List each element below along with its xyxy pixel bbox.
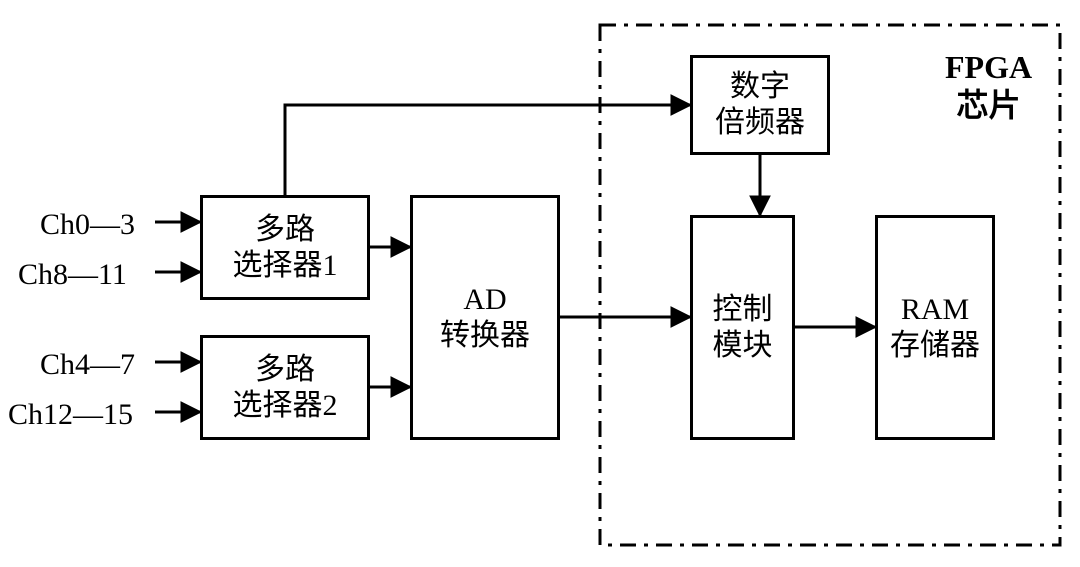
- input-ch12-15-label: Ch12—15: [8, 398, 133, 432]
- digital-multiplier-box: 数字 倍频器: [690, 55, 830, 155]
- mux1-line2: 选择器1: [233, 248, 338, 284]
- input-ch0-3-label: Ch0—3: [40, 208, 135, 242]
- fpga-chip-label: FPGA 芯片: [945, 48, 1032, 125]
- input-ch4-7-label: Ch4—7: [40, 348, 135, 382]
- adc-box: AD 转换器: [410, 195, 560, 440]
- dfm-line1: 数字: [730, 69, 790, 105]
- adc-line1: AD: [463, 282, 506, 318]
- fpga-label-line2: 芯片: [957, 87, 1021, 123]
- control-module-box: 控制 模块: [690, 215, 795, 440]
- ram-storage-box: RAM 存储器: [875, 215, 995, 440]
- ram-line2: 存储器: [890, 328, 980, 364]
- input-ch8-11-label: Ch8—11: [18, 258, 127, 292]
- ctrl-line1: 控制: [713, 292, 773, 328]
- ctrl-line2: 模块: [713, 328, 773, 364]
- mux1-line1: 多路: [255, 212, 315, 248]
- mux2-line1: 多路: [255, 352, 315, 388]
- mux2-box: 多路 选择器2: [200, 335, 370, 440]
- dfm-line2: 倍频器: [715, 105, 805, 141]
- adc-line2: 转换器: [440, 318, 530, 354]
- ram-line1: RAM: [901, 292, 969, 328]
- mux2-line2: 选择器2: [233, 388, 338, 424]
- block-diagram: FPGA 芯片 多路 选择器1 多路 选择器2 AD 转换器 数字 倍频器 控制…: [0, 0, 1080, 567]
- mux1-box: 多路 选择器1: [200, 195, 370, 300]
- fpga-label-line1: FPGA: [945, 49, 1032, 85]
